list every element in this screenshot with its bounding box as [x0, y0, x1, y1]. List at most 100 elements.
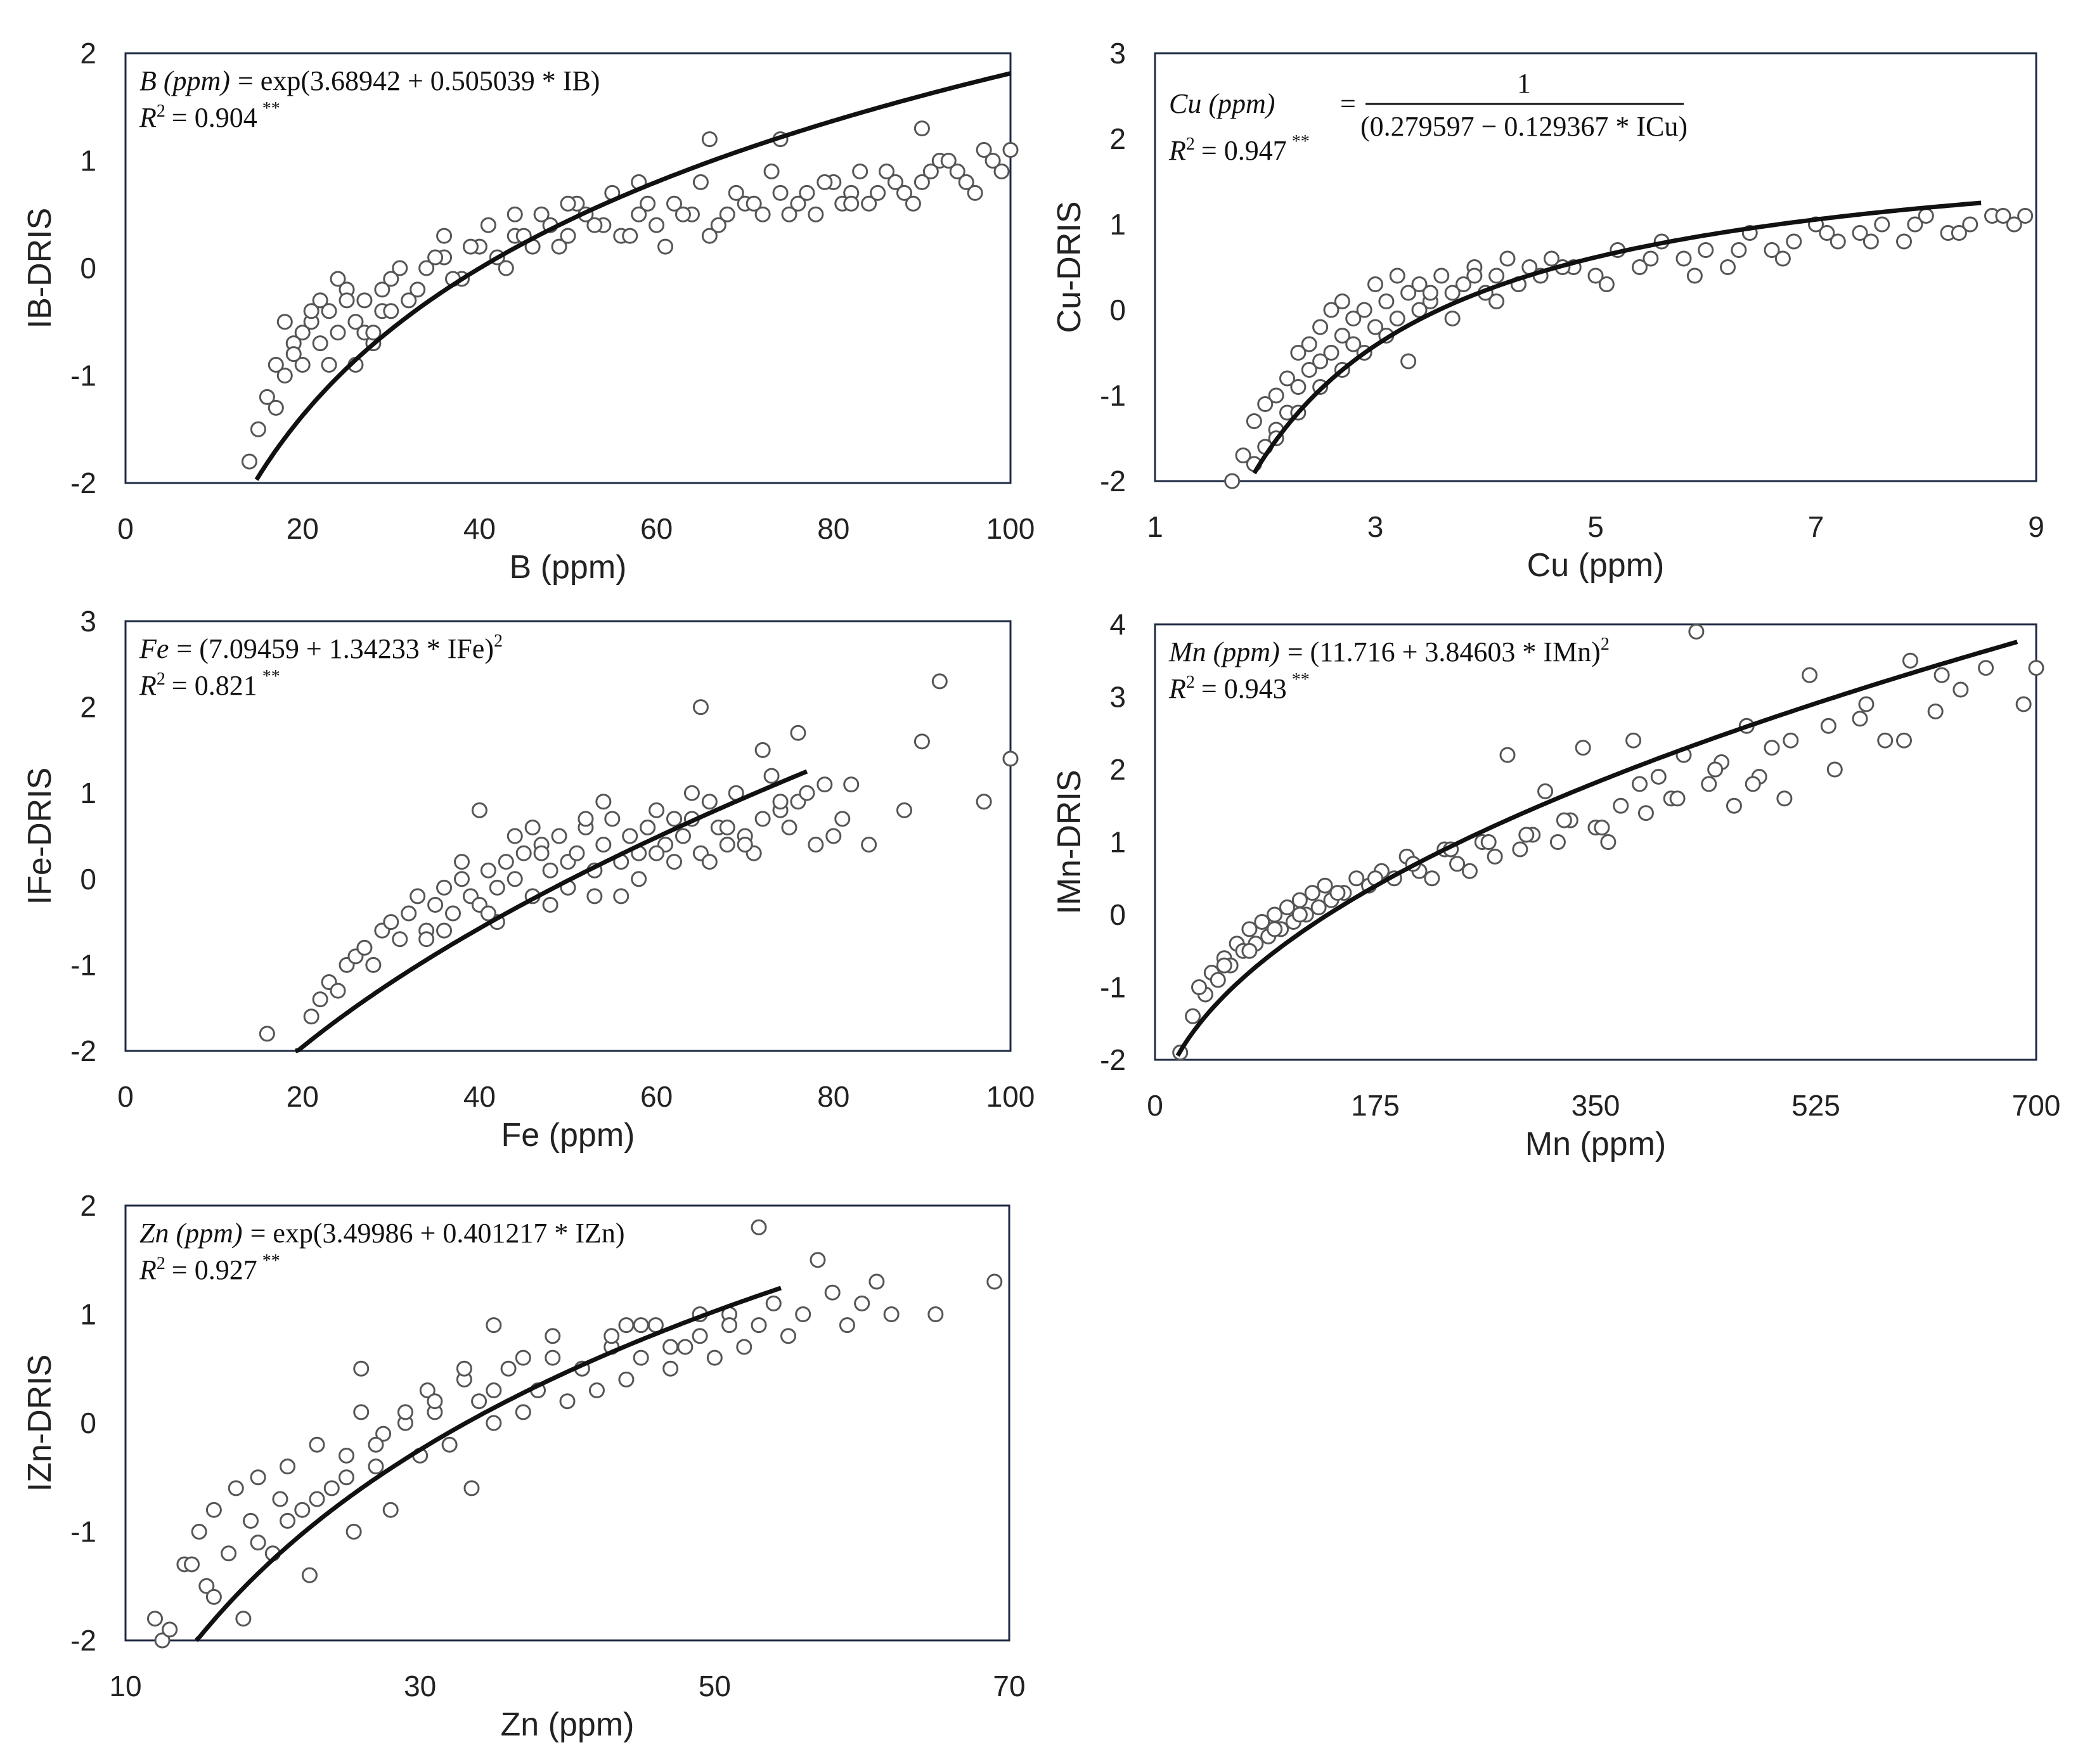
data-point [1907, 216, 1923, 233]
data-point [692, 699, 709, 716]
data-point [242, 1512, 259, 1529]
data-point [462, 238, 479, 255]
data-point [861, 195, 877, 212]
data-point [303, 1008, 320, 1025]
equation-eq-sign: = [1340, 88, 1356, 119]
y-axis-label-zn: IZn-DRIS [22, 1355, 58, 1492]
data-point [1549, 834, 1566, 850]
data-point [870, 184, 886, 201]
r-squared-b: R2 = 0.904 ** [139, 99, 280, 133]
data-point [790, 724, 806, 741]
data-point [1877, 732, 1894, 749]
data-point [666, 854, 683, 870]
data-point [559, 1393, 576, 1410]
r-squared-exponent: 2 [157, 1254, 165, 1273]
data-point [1235, 447, 1251, 463]
data-point [1312, 319, 1329, 335]
data-point [1323, 302, 1339, 318]
data-point [1367, 319, 1383, 335]
data-point [221, 1545, 237, 1562]
data-point [736, 1339, 752, 1355]
data-point [365, 325, 382, 341]
data-point [1480, 834, 1497, 850]
data-point [763, 163, 780, 179]
data-point [940, 153, 957, 169]
data-point [1378, 293, 1395, 309]
y-tick-label-fe: -1 [70, 948, 96, 981]
data-point [595, 794, 612, 810]
data-point [498, 854, 514, 870]
data-point [586, 217, 603, 233]
data-point [268, 357, 284, 373]
plot-frame-cu [1154, 52, 2037, 482]
data-point [515, 1404, 531, 1420]
data-point [888, 174, 904, 190]
data-point [1820, 718, 1836, 734]
data-point [993, 163, 1010, 179]
data-point [1962, 216, 1978, 233]
data-point [276, 368, 293, 383]
data-point [913, 120, 930, 137]
y-tick-label-cu: 2 [1109, 122, 1126, 155]
x-tick-label-cu: 5 [1587, 510, 1604, 543]
data-point [1317, 877, 1333, 894]
data-point [480, 905, 496, 922]
y-tick-label-b: 0 [80, 252, 96, 285]
equation-denominator-cu: (0.279597 − 0.129367 * ICu) [1360, 111, 1688, 142]
data-point [560, 228, 576, 244]
data-point [1449, 856, 1466, 872]
data-point [323, 1480, 340, 1497]
data-point [259, 1026, 275, 1042]
data-point [551, 238, 567, 255]
data-point [294, 1502, 311, 1518]
data-point [1518, 827, 1535, 843]
data-point [1290, 379, 1307, 395]
data-point [1216, 957, 1232, 974]
y-tick-label-fe: 3 [80, 605, 96, 638]
data-point [781, 206, 797, 222]
data-point [613, 888, 629, 905]
data-point [1951, 225, 1967, 241]
x-tick-label-zn: 10 [109, 1670, 141, 1703]
x-axis-label-zn: Zn (ppm) [501, 1706, 635, 1743]
data-point [272, 1491, 288, 1507]
x-tick-label-fe: 60 [640, 1080, 673, 1113]
data-point [799, 785, 815, 801]
y-tick-label-b: -2 [70, 467, 96, 499]
data-point [1444, 285, 1461, 301]
data-point [383, 271, 399, 287]
y-axis-label-mn: IMn-DRIS [1051, 769, 1088, 914]
data-point [353, 1360, 370, 1377]
data-point [1268, 387, 1284, 404]
data-point [824, 1284, 841, 1301]
r-squared-fe: R2 = 0.821 ** [139, 667, 280, 701]
data-point [588, 1382, 605, 1399]
y-tick-label-b: 1 [80, 145, 96, 177]
data-point [309, 1491, 325, 1507]
data-point [719, 837, 735, 853]
data-point [347, 314, 364, 330]
data-point [545, 1349, 561, 1366]
data-point [374, 281, 391, 298]
equation-rhs-b: = exp(3.68942 + 0.505039 * IB) [238, 65, 600, 96]
data-point [913, 174, 930, 190]
data-point [649, 802, 665, 818]
data-point [1312, 353, 1329, 370]
data-point [1556, 812, 1572, 828]
data-point [1433, 267, 1450, 284]
data-point [1291, 906, 1308, 923]
data-point [2017, 208, 2034, 224]
data-point [294, 357, 311, 373]
data-point [772, 184, 789, 201]
scatter-series-zn [146, 1219, 1003, 1649]
y-tick-label-cu: 3 [1109, 37, 1126, 70]
data-point [754, 742, 771, 758]
data-point [569, 845, 585, 861]
data-point [1675, 250, 1692, 267]
data-point [259, 389, 275, 405]
data-point [1267, 906, 1283, 923]
data-point [808, 206, 824, 222]
data-point [649, 845, 665, 861]
data-point [456, 1360, 472, 1377]
y-tick-label-cu: -2 [1100, 465, 1126, 498]
